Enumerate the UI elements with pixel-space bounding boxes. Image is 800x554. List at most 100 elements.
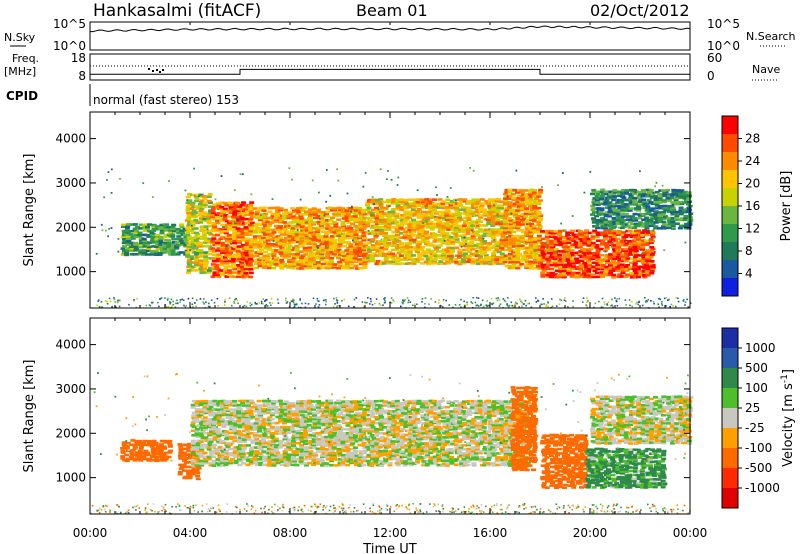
range-gate-cell — [283, 233, 288, 236]
range-gate-cell — [257, 264, 263, 268]
range-gate-cell — [294, 226, 300, 229]
range-gate-cell — [367, 238, 373, 242]
range-gate-cell — [194, 454, 200, 457]
ground-scatter-speck — [234, 298, 236, 301]
range-gate-cell — [608, 253, 614, 256]
range-gate-cell — [333, 226, 339, 230]
range-gate-cell — [553, 243, 559, 246]
range-gate-cell — [650, 207, 656, 210]
range-gate-cell — [126, 247, 132, 250]
range-gate-cell — [478, 208, 484, 212]
range-gate-cell — [483, 262, 489, 265]
ground-scatter-speck — [336, 305, 338, 307]
range-gate-cell — [142, 229, 148, 232]
range-gate-cell — [590, 204, 596, 208]
range-gate-cell — [411, 228, 417, 232]
range-gate-cell — [637, 216, 643, 220]
range-gate-cell — [528, 256, 533, 259]
isolated-echo — [288, 167, 291, 170]
range-gate-cell — [236, 416, 242, 419]
range-gate-cell — [649, 260, 655, 263]
range-gate-cell — [212, 203, 218, 206]
range-gate-cell — [191, 446, 197, 449]
range-gate-cell — [228, 211, 234, 214]
range-gate-cell — [548, 244, 554, 247]
range-gate-cell — [158, 243, 164, 246]
range-gate-cell — [219, 440, 225, 443]
range-gate-cell — [224, 230, 230, 233]
range-gate-cell — [274, 445, 279, 449]
ground-scatter-speck — [560, 299, 563, 302]
isolated-echo — [663, 249, 666, 252]
isolated-echo — [367, 229, 370, 232]
range-gate-cell — [437, 198, 443, 201]
range-gate-cell — [384, 255, 389, 259]
range-gate-cell — [375, 242, 380, 245]
range-gate-cell — [328, 259, 334, 262]
range-gate-cell — [578, 237, 584, 241]
range-gate-cell — [604, 265, 610, 269]
range-gate-cell — [392, 254, 398, 258]
range-gate-cell — [290, 230, 296, 234]
range-gate-cell — [195, 412, 201, 415]
range-gate-cell — [669, 222, 675, 226]
range-gate-cell — [285, 231, 291, 234]
range-gate-cell — [366, 248, 372, 251]
freq-label-line1: Freq. — [12, 52, 39, 65]
range-gate-cell — [366, 241, 372, 245]
range-gate-cell — [558, 275, 564, 279]
range-gate-cell — [258, 461, 264, 465]
range-gate-cell — [223, 406, 229, 409]
range-gate-cell — [417, 230, 423, 234]
range-gate-cell — [379, 250, 385, 254]
range-gate-cell — [198, 453, 204, 457]
ground-scatter-speck — [547, 305, 549, 308]
range-gate-cell — [378, 232, 384, 236]
range-gate-cell — [582, 271, 588, 274]
range-gate-cell — [404, 246, 410, 249]
range-gate-cell — [441, 218, 447, 221]
range-gate-cell — [283, 229, 288, 232]
range-gate-cell — [436, 238, 442, 241]
range-gate-cell — [286, 420, 292, 423]
range-gate-cell — [503, 226, 509, 230]
range-gate-cell — [260, 426, 266, 429]
range-gate-cell — [257, 250, 262, 253]
range-gate-cell — [246, 438, 252, 441]
range-gate-cell — [395, 236, 401, 240]
range-gate-cell — [492, 232, 498, 235]
range-gate-cell — [420, 262, 426, 265]
range-gate-cell — [379, 254, 385, 258]
range-gate-cell — [191, 467, 197, 471]
range-gate-cell — [312, 227, 318, 230]
range-gate-cell — [633, 233, 639, 236]
range-gate-cell — [241, 454, 246, 457]
range-gate-cell — [214, 266, 220, 269]
range-gate-cell — [682, 197, 688, 200]
range-gate-cell — [241, 438, 247, 441]
range-gate-cell — [411, 262, 417, 265]
range-gate-cell — [640, 259, 646, 262]
range-gate-cell — [602, 203, 608, 206]
range-gate-cell — [241, 410, 247, 413]
ground-scatter-speck — [510, 301, 513, 304]
range-gate-cell — [615, 222, 621, 225]
range-gate-cell — [345, 234, 351, 237]
range-gate-cell — [323, 260, 329, 263]
ground-scatter-speck — [265, 299, 267, 301]
range-gate-cell — [262, 244, 268, 248]
ground-scatter-speck — [672, 304, 674, 307]
range-gate-cell — [262, 432, 268, 435]
range-gate-cell — [595, 253, 600, 257]
range-gate-cell — [124, 453, 130, 457]
range-gate-cell — [278, 208, 283, 212]
range-gate-cell — [261, 257, 267, 260]
range-gate-cell — [223, 265, 229, 268]
range-gate-cell — [400, 214, 406, 217]
range-gate-cell — [198, 440, 204, 443]
range-gate-cell — [475, 262, 481, 266]
range-gate-cell — [369, 214, 375, 217]
range-gate-cell — [236, 429, 242, 433]
range-gate-cell — [399, 218, 405, 222]
range-gate-cell — [528, 265, 534, 268]
